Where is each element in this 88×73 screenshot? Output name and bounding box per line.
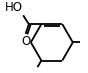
Text: HO: HO	[5, 1, 23, 14]
Text: O: O	[21, 35, 31, 48]
